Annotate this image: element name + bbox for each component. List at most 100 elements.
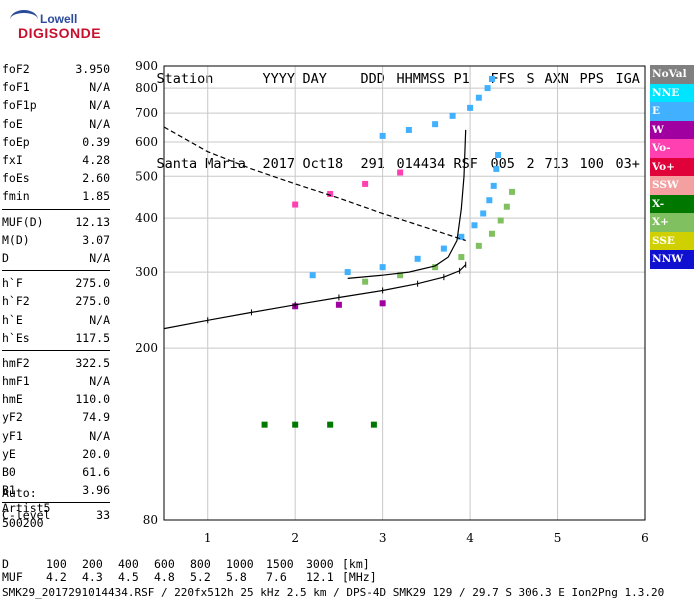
param-value: 322.5 xyxy=(75,355,110,370)
echo-point xyxy=(335,301,342,308)
param-row: hmE 110.0 xyxy=(2,390,110,408)
param-name: foF2 xyxy=(2,62,30,77)
file-info: SMK29_2017291014434.RSF / 220fx512h 25 k… xyxy=(2,586,665,599)
param-name: MUF(D) xyxy=(2,214,44,229)
param-name: h`F xyxy=(2,276,23,291)
row-value: 4.5 xyxy=(118,570,139,584)
autoscaling-info: Auto: Artist5 500200 xyxy=(2,486,50,531)
param-row: C-level 33 xyxy=(2,506,110,524)
hdr-label-axn: AXN xyxy=(544,71,569,87)
hdr-value-pps: 100 xyxy=(579,156,604,172)
param-value: 20.0 xyxy=(82,446,110,461)
echo-point xyxy=(261,421,268,428)
echo-point xyxy=(327,421,334,428)
param-row: h`Es 117.5 xyxy=(2,329,110,347)
header-values: Santa Maria 2017 Oct18 291 014434 RSF 005 2 713 1… xyxy=(124,139,668,190)
param-name: fmin xyxy=(2,189,30,204)
auto-program: Artist5 xyxy=(2,501,51,515)
row-label: MUF xyxy=(2,570,23,584)
legend-item: SSW xyxy=(650,176,694,195)
row-value: 600 xyxy=(154,557,175,571)
row-value: 4.8 xyxy=(154,570,175,584)
param-row: fmin 1.85 xyxy=(2,187,110,205)
parameter-panel: foF2 3.950 foF1 N/A foF1p N/A foE N/A foEp 0.39 fx… xyxy=(2,60,110,525)
row-value: 7.6 xyxy=(266,570,287,584)
header-labels: StationYYYYDAYDDDHHMMSSP1FFSSAXNPPSIGAPS xyxy=(124,54,668,105)
hdr-label-s: S xyxy=(526,71,535,87)
logo-arc xyxy=(10,10,38,29)
hdr-label-day: DAY xyxy=(302,71,327,87)
param-value: N/A xyxy=(89,98,110,113)
param-name: B0 xyxy=(2,465,16,480)
polarization-legend: NoVal NNE E W Vo- Vo+ SSW X- X+ SSE NNW xyxy=(650,65,694,269)
hdr-value-station: Santa Maria xyxy=(156,156,246,172)
echo-point xyxy=(414,255,421,262)
echo-point xyxy=(292,421,299,428)
param-row: B1 3.96 xyxy=(2,481,110,499)
param-row: foF2 3.950 xyxy=(2,60,110,78)
legend-item: X+ xyxy=(650,213,694,232)
hdr-value-hhmmss: 014434 xyxy=(396,156,446,172)
param-value: 275.0 xyxy=(75,294,110,309)
param-name: C-level xyxy=(2,508,51,523)
row-value: 4.3 xyxy=(82,570,103,584)
echo-point xyxy=(497,217,504,224)
y-tick-label: 80 xyxy=(143,513,158,527)
x-tick-label: 4 xyxy=(466,531,474,545)
param-value: 275.0 xyxy=(75,276,110,291)
param-name: foEs xyxy=(2,171,30,186)
param-name: fxI xyxy=(2,153,23,168)
muf-table: D 100 200 400 600 800 1000 1500 3000 [km] MUF 4.2 4.… xyxy=(2,558,377,584)
auto-version: 500200 xyxy=(2,516,44,530)
echo-point xyxy=(379,264,386,271)
row-value: 1500 xyxy=(266,557,294,571)
row-value: 800 xyxy=(190,557,211,571)
param-separator xyxy=(2,349,110,351)
param-value: 110.0 xyxy=(75,392,110,407)
echo-point xyxy=(309,272,316,279)
x-tick-label: 6 xyxy=(641,531,649,545)
param-value: 61.6 xyxy=(82,465,110,480)
param-row: h`F 275.0 xyxy=(2,274,110,292)
param-value: N/A xyxy=(89,80,110,95)
param-name: B1 xyxy=(2,483,16,498)
legend-item: NoVal xyxy=(650,65,694,84)
param-name: D xyxy=(2,250,9,265)
hdr-value-p1: RSF xyxy=(453,156,478,172)
profile-curve xyxy=(163,261,467,332)
hdr-label-yyyy: YYYY xyxy=(262,71,296,87)
param-value: N/A xyxy=(89,428,110,443)
hdr-value-iga: 03+ xyxy=(615,156,640,172)
row-value: 12.1 xyxy=(306,570,334,584)
legend-item: SSE xyxy=(650,231,694,250)
param-value: 3.950 xyxy=(75,62,110,77)
row-value: 5.8 xyxy=(226,570,247,584)
param-name: yF2 xyxy=(2,410,23,425)
legend-item: X- xyxy=(650,194,694,213)
x-tick-label: 3 xyxy=(379,531,387,545)
muf-table-row: MUF 4.2 4.3 4.5 4.8 5.2 5.8 7.6 12.1 [MHz] xyxy=(2,571,377,584)
muf-table-row: D 100 200 400 600 800 1000 1500 3000 [km] xyxy=(2,558,377,571)
row-value: 200 xyxy=(82,557,103,571)
legend-item: NNW xyxy=(650,250,694,269)
row-label: D xyxy=(2,557,9,571)
param-row: hmF1 N/A xyxy=(2,372,110,390)
legend-item: E xyxy=(650,102,694,121)
param-name: M(D) xyxy=(2,232,30,247)
x-tick-label: 5 xyxy=(554,531,562,545)
param-value: 3.07 xyxy=(82,232,110,247)
hdr-label-p1: P1 xyxy=(453,71,470,87)
profile-line xyxy=(163,264,467,330)
param-name: h`Es xyxy=(2,330,30,345)
echo-point xyxy=(432,264,439,271)
row-value: 5.2 xyxy=(190,570,211,584)
param-value: 12.13 xyxy=(75,214,110,229)
echo-point xyxy=(458,233,465,240)
hdr-label-hhmmss: HHMMSS xyxy=(396,71,446,87)
echo-point xyxy=(440,245,447,252)
x-tick-label: 2 xyxy=(291,531,299,545)
param-row: M(D) 3.07 xyxy=(2,231,110,249)
echo-point xyxy=(292,303,299,310)
param-value: N/A xyxy=(89,312,110,327)
legend-item: Vo- xyxy=(650,139,694,158)
